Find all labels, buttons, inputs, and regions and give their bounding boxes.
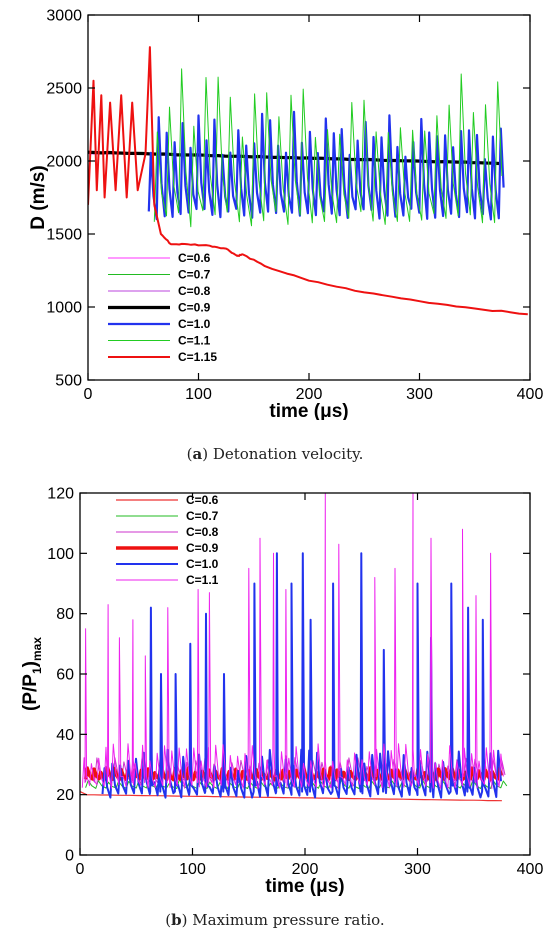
caption-b-text: ) Maximum pressure ratio.: [181, 911, 385, 929]
x-tick-label: 100: [179, 861, 206, 878]
x-tick-label: 0: [76, 861, 85, 878]
legend-label: C=1.15: [178, 350, 217, 364]
y-axis-label: (P/P1)max: [20, 637, 44, 711]
legend-label: C=0.9: [186, 541, 219, 555]
caption-b: (b) Maximum pressure ratio.: [165, 911, 385, 929]
y-tick-label: 20: [56, 787, 74, 804]
legend-label: C=0.9: [178, 301, 211, 315]
plot-area: [88, 46, 528, 316]
legend-label: C=0.6: [186, 493, 219, 507]
x-axis-label: time (μs): [269, 401, 348, 420]
plot-area: [80, 493, 508, 802]
x-axis-label: time (μs): [265, 876, 344, 897]
series-line-C-1-0: [147, 110, 505, 221]
x-tick-label: 200: [292, 861, 319, 878]
x-tick-label: 100: [185, 386, 212, 403]
series-line-C-1-1: [81, 493, 504, 790]
y-tick-label: 2000: [46, 154, 82, 171]
series-line-C-1-0: [101, 552, 502, 799]
x-tick-label: 300: [404, 861, 431, 878]
legend-label: C=0.6: [178, 251, 211, 265]
x-tick-label: 300: [406, 386, 433, 403]
legend-label: C=0.7: [178, 268, 211, 282]
y-tick-label: 40: [56, 727, 74, 744]
legend-label: C=0.8: [186, 525, 219, 539]
legend-label: C=1.0: [186, 557, 219, 571]
legend-label: C=0.7: [186, 509, 219, 523]
chart-max-pressure-ratio: 0 100 200 300 400 0 20 40 60 80 100 120 time (μs) (P/…: [20, 486, 544, 898]
caption-a-label: a: [192, 445, 203, 463]
y-tick-label: 2500: [46, 81, 82, 98]
y-axis-label: D (m/s): [28, 165, 49, 229]
y-tick-label: 1500: [46, 227, 82, 244]
y-tick-label: 60: [56, 667, 74, 684]
x-tick-label: 200: [296, 386, 323, 403]
y-tick-label: 3000: [46, 8, 82, 25]
y-tick-label: 1000: [46, 300, 82, 317]
caption-b-label: b: [171, 911, 182, 929]
legend: C=0.6 C=0.7 C=0.8 C=0.9 C=1.0 C=1.1 C=1.15: [108, 251, 217, 364]
legend-label: C=1.0: [178, 317, 211, 331]
x-tick-label: 400: [517, 861, 544, 878]
x-tick-label: 400: [517, 386, 544, 403]
series-line-C-1-15: [88, 46, 528, 316]
series-line-C-0-6: [80, 791, 502, 802]
chart-detonation-velocity: 0 100 200 300 400 500 1000 1500 2000 2500 3000 time…: [28, 8, 544, 421]
series-line-C-1-1: [153, 68, 503, 228]
y-tick-label: 100: [47, 546, 74, 563]
y-tick-label: 80: [56, 606, 74, 623]
caption-a: (a) Detonation velocity.: [186, 445, 364, 463]
caption-a-text: ) Detonation velocity.: [202, 445, 364, 463]
legend: C=0.6 C=0.7 C=0.8 C=0.9 C=1.0 C=1.1: [116, 493, 219, 587]
y-tick-label: 500: [55, 373, 82, 390]
legend-label: C=1.1: [178, 334, 211, 348]
y-tick-label: 120: [47, 486, 74, 503]
x-tick-label: 0: [84, 386, 93, 403]
y-tick-label: 0: [65, 848, 74, 865]
legend-label: C=0.8: [178, 284, 211, 298]
legend-label: C=1.1: [186, 573, 219, 587]
